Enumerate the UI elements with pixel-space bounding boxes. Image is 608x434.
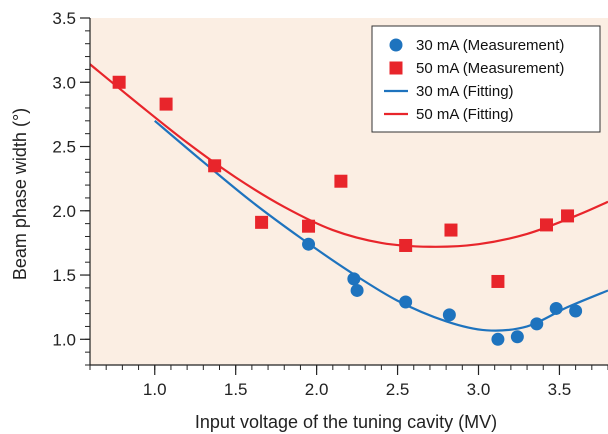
y-tick-label: 3.5 <box>52 9 76 28</box>
point-2-10 <box>539 218 553 232</box>
point-2-6 <box>334 174 348 188</box>
x-tick-label: 2.5 <box>386 380 410 399</box>
point-1-1 <box>302 237 316 251</box>
point-1-3 <box>350 283 364 297</box>
data-markers <box>112 75 583 346</box>
fit-line-2 <box>90 63 608 248</box>
x-axis-title: Input voltage of the tuning cavity (MV) <box>195 412 497 432</box>
point-2-11 <box>561 209 575 223</box>
point-1-2 <box>347 272 361 286</box>
x-tick-label: 3.0 <box>467 380 491 399</box>
legend-label: 50 mA (Measurement) <box>416 60 564 77</box>
y-tick-label: 2.0 <box>52 202 76 221</box>
x-tick-label: 1.5 <box>224 380 248 399</box>
legend-label: 30 mA (Fitting) <box>416 83 514 100</box>
y-tick-label: 2.5 <box>52 138 76 157</box>
point-1-10 <box>569 304 583 318</box>
point-1-8 <box>530 317 544 331</box>
legend: 30 mA (Measurement) 50 mA (Measurement) 30… <box>371 25 601 133</box>
point-2-3 <box>208 159 222 173</box>
legend-marker-circle <box>389 38 403 52</box>
point-1-9 <box>549 301 563 315</box>
legend-marker-square <box>389 61 403 75</box>
legend-label: 50 mA (Fitting) <box>416 106 514 123</box>
point-1-4 <box>399 295 413 309</box>
point-2-7 <box>399 238 413 252</box>
x-tick-label: 1.0 <box>143 380 167 399</box>
point-1-6 <box>491 332 505 346</box>
y-tick-label: 1.0 <box>52 330 76 349</box>
point-2-2 <box>159 97 173 111</box>
legend-label: 30 mA (Measurement) <box>416 37 564 54</box>
point-2-8 <box>444 223 458 237</box>
x-tick-label: 2.0 <box>305 380 329 399</box>
point-2-4 <box>255 215 269 229</box>
point-2-1 <box>112 75 126 89</box>
y-axis-title: Beam phase width (°) <box>10 108 30 280</box>
legend-box <box>371 25 601 133</box>
point-1-7 <box>510 330 524 344</box>
x-tick-label: 3.5 <box>548 380 572 399</box>
point-1-5 <box>442 308 456 322</box>
point-2-9 <box>491 274 505 288</box>
axes: 1.0 1.5 2.0 2.5 3.0 3.5 1.0 1.5 2.0 2.5 3.0 3.5 <box>52 9 608 399</box>
point-2-5 <box>302 219 316 233</box>
y-tick-label: 3.0 <box>52 73 76 92</box>
y-tick-label: 1.5 <box>52 266 76 285</box>
